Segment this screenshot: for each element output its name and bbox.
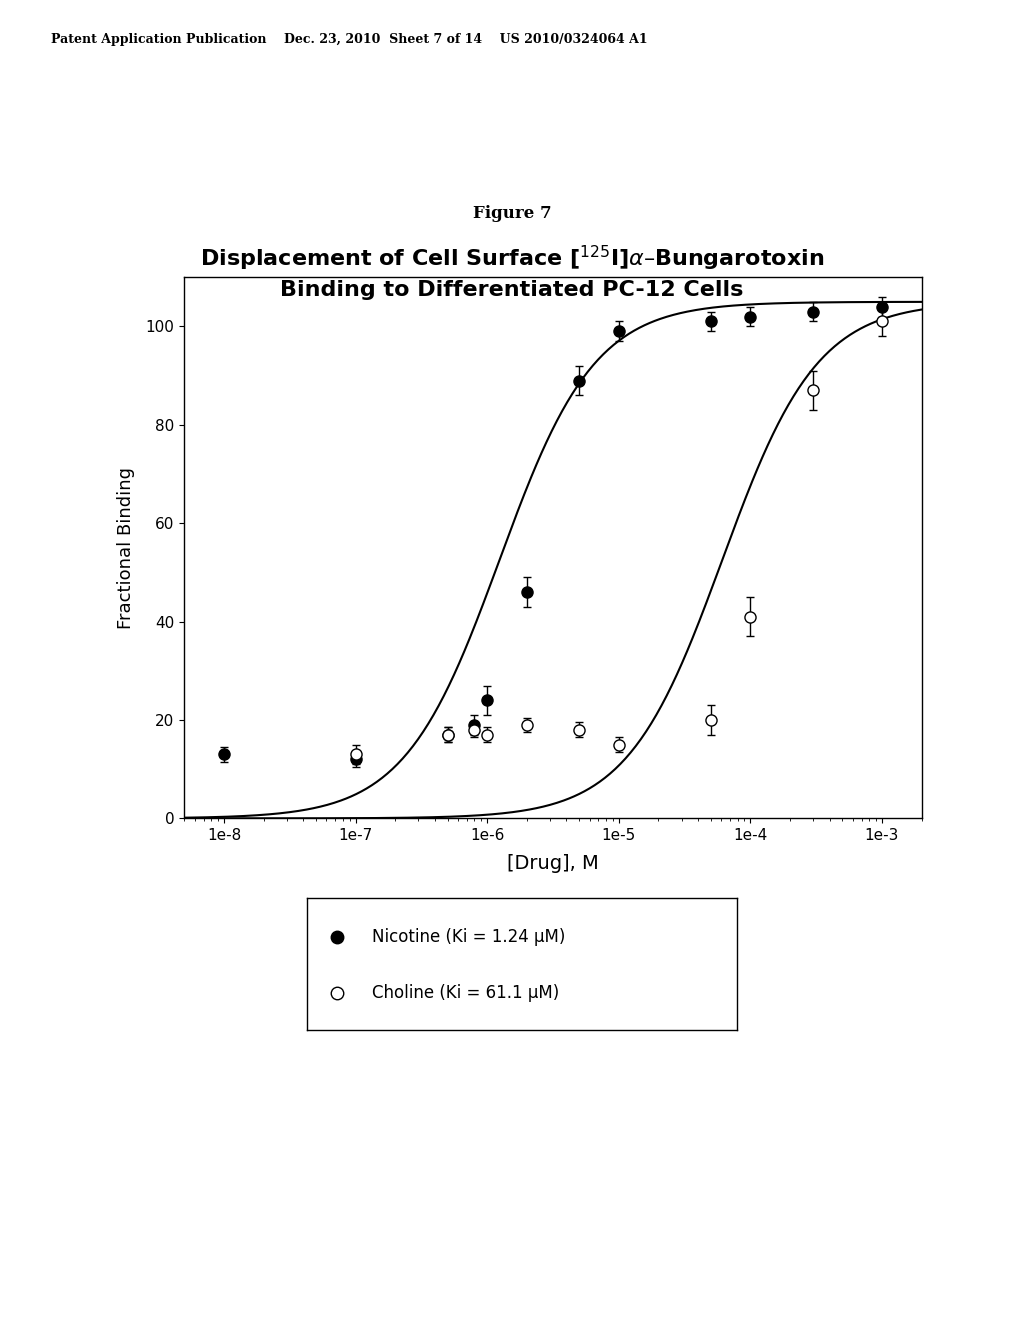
Text: Binding to Differentiated PC-12 Cells: Binding to Differentiated PC-12 Cells (281, 280, 743, 300)
Text: Nicotine (Ki = 1.24 μM): Nicotine (Ki = 1.24 μM) (372, 928, 565, 946)
Text: Figure 7: Figure 7 (473, 205, 551, 222)
X-axis label: [Drug], M: [Drug], M (507, 854, 599, 874)
Text: Displacement of Cell Surface [$^{125}$I]$\alpha$–Bungarotoxin: Displacement of Cell Surface [$^{125}$I]… (200, 244, 824, 273)
Y-axis label: Fractional Binding: Fractional Binding (117, 467, 134, 628)
Text: Patent Application Publication    Dec. 23, 2010  Sheet 7 of 14    US 2010/032406: Patent Application Publication Dec. 23, … (51, 33, 648, 46)
Text: Choline (Ki = 61.1 μM): Choline (Ki = 61.1 μM) (372, 983, 559, 1002)
